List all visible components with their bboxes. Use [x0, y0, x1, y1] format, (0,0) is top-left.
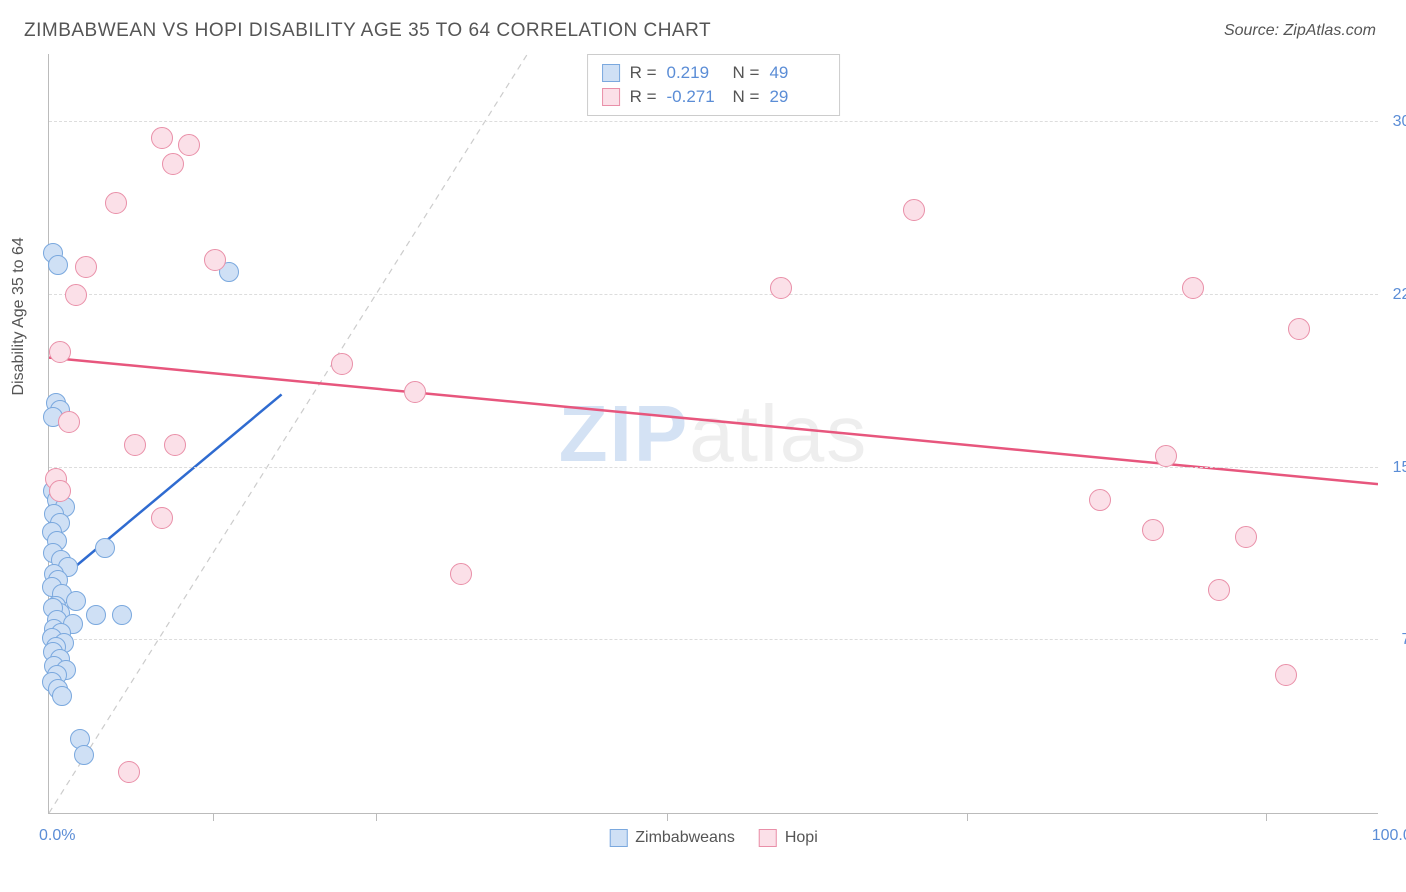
data-point — [124, 434, 146, 456]
swatch-icon — [602, 64, 620, 82]
data-point — [75, 256, 97, 278]
y-tick-label: 15.0% — [1393, 459, 1406, 477]
data-point — [112, 605, 132, 625]
gridline — [49, 294, 1378, 295]
data-point — [162, 153, 184, 175]
x-tick — [667, 813, 668, 821]
correlation-legend: R = 0.219 N = 49 R = -0.271 N = 29 — [587, 54, 841, 116]
data-point — [1089, 489, 1111, 511]
legend-item-zimbabweans: Zimbabweans — [609, 829, 735, 847]
data-point — [151, 127, 173, 149]
data-point — [1288, 318, 1310, 340]
data-point — [404, 381, 426, 403]
data-point — [65, 284, 87, 306]
gridline — [49, 639, 1378, 640]
data-point — [151, 507, 173, 529]
legend-row-hopi: R = -0.271 N = 29 — [602, 85, 826, 109]
data-point — [48, 255, 68, 275]
x-tick — [1266, 813, 1267, 821]
x-tick — [376, 813, 377, 821]
data-point — [178, 134, 200, 156]
gridline — [49, 467, 1378, 468]
swatch-icon — [609, 829, 627, 847]
data-point — [105, 192, 127, 214]
data-point — [49, 341, 71, 363]
chart-source: Source: ZipAtlas.com — [1224, 22, 1376, 40]
y-tick-label: 30.0% — [1393, 113, 1406, 131]
legend-item-hopi: Hopi — [759, 829, 818, 847]
data-point — [52, 686, 72, 706]
legend-row-zimbabweans: R = 0.219 N = 49 — [602, 61, 826, 85]
x-axis-end-label: 100.0% — [1372, 827, 1406, 845]
data-point — [86, 605, 106, 625]
data-point — [95, 538, 115, 558]
chart-header: ZIMBABWEAN VS HOPI DISABILITY AGE 35 TO … — [0, 0, 1406, 52]
data-point — [204, 249, 226, 271]
chart-lines-layer — [49, 54, 1378, 813]
data-point — [58, 411, 80, 433]
x-tick — [967, 813, 968, 821]
data-point — [1155, 445, 1177, 467]
data-point — [74, 745, 94, 765]
data-point — [1182, 277, 1204, 299]
data-point — [1275, 664, 1297, 686]
data-point — [1208, 579, 1230, 601]
data-point — [164, 434, 186, 456]
series-legend: Zimbabweans Hopi — [609, 829, 818, 847]
data-point — [770, 277, 792, 299]
y-tick-label: 22.5% — [1393, 286, 1406, 304]
x-axis-start-label: 0.0% — [39, 827, 75, 845]
y-tick-label: 7.5% — [1402, 631, 1406, 649]
data-point — [450, 563, 472, 585]
swatch-icon — [759, 829, 777, 847]
data-point — [1235, 526, 1257, 548]
y-axis-title: Disability Age 35 to 64 — [10, 237, 28, 395]
chart-title: ZIMBABWEAN VS HOPI DISABILITY AGE 35 TO … — [24, 20, 711, 42]
scatter-chart: Disability Age 35 to 64 ZIPatlas 0.0% 10… — [48, 54, 1378, 814]
data-point — [118, 761, 140, 783]
data-point — [49, 480, 71, 502]
data-point — [331, 353, 353, 375]
data-point — [1142, 519, 1164, 541]
x-tick — [213, 813, 214, 821]
data-point — [903, 199, 925, 221]
swatch-icon — [602, 88, 620, 106]
gridline — [49, 121, 1378, 122]
